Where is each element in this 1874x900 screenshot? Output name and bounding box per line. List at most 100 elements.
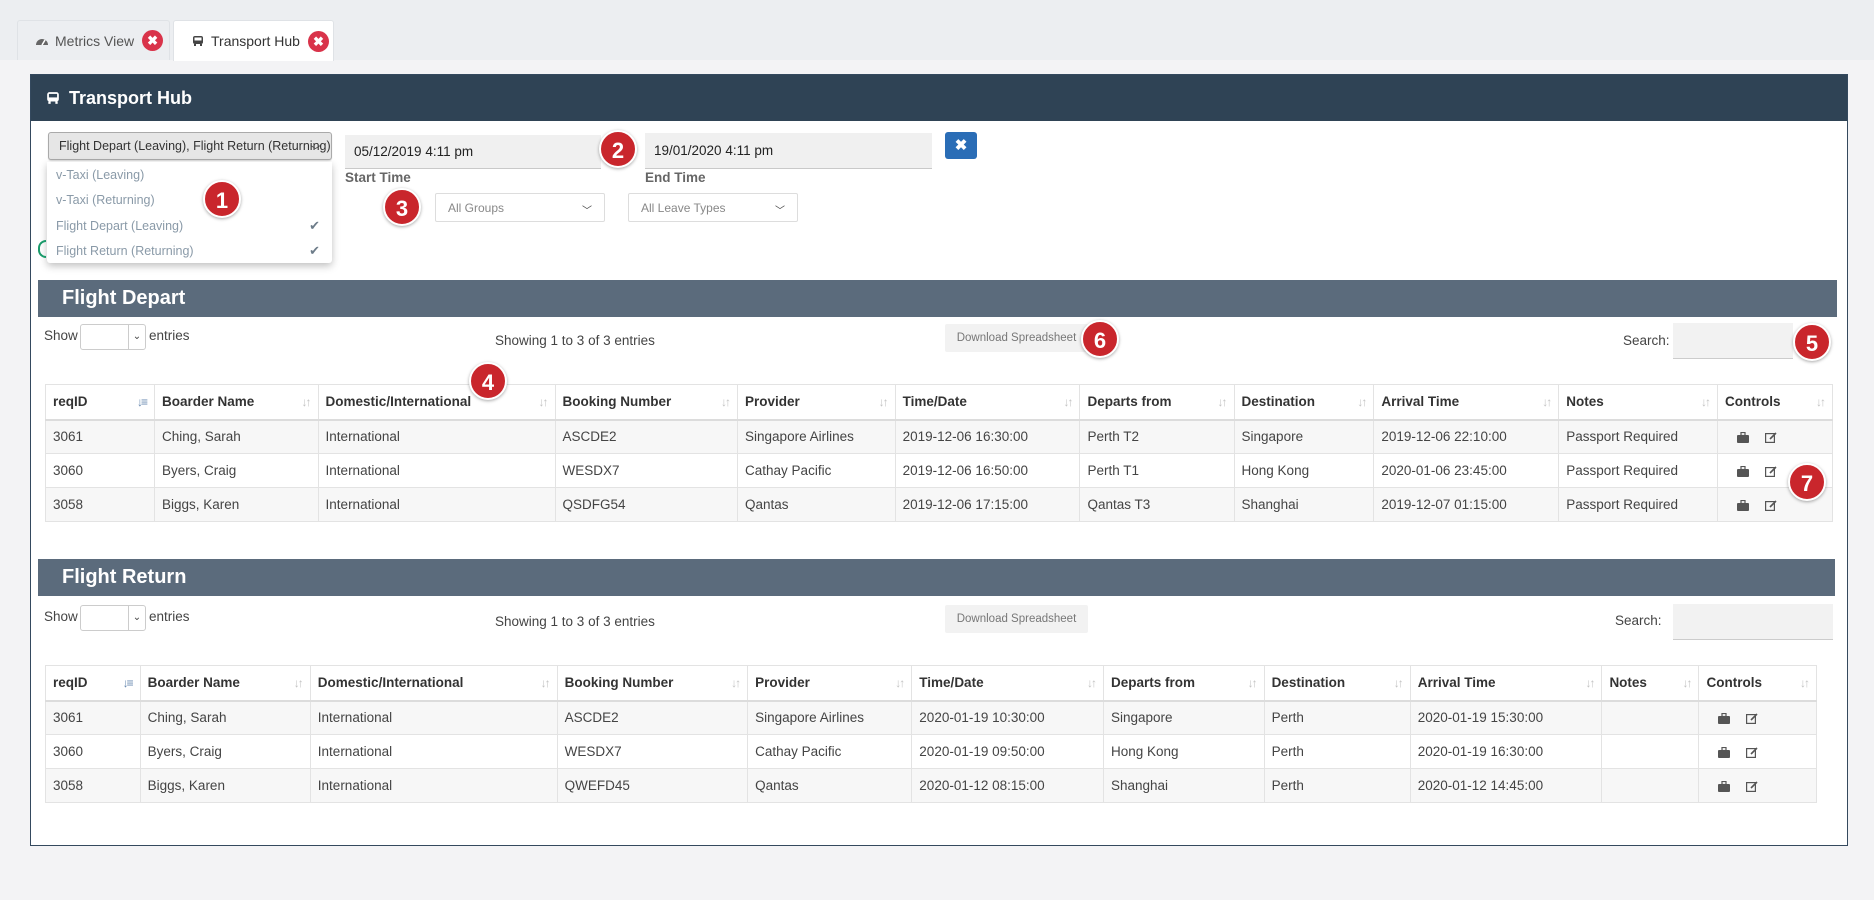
- column-header[interactable]: Arrival Time ↓↑: [1409, 665, 1603, 702]
- clear-dates-button[interactable]: ✖: [945, 132, 977, 159]
- column-header-label: Provider: [755, 675, 810, 691]
- table-cell: 2019-12-06 16:30:00: [894, 419, 1081, 454]
- column-header[interactable]: Arrival Time ↓↑: [1373, 384, 1560, 421]
- leave-types-select[interactable]: All Leave Types ﹀: [628, 193, 798, 222]
- sort-icon[interactable]: ↓↑: [1063, 395, 1073, 409]
- table-cell: Passport Required: [1558, 453, 1718, 488]
- sort-desc-icon[interactable]: ↓≡: [122, 676, 134, 690]
- column-header[interactable]: Destination ↓↑: [1233, 384, 1375, 421]
- column-header[interactable]: Boarder Name ↓↑: [139, 665, 311, 702]
- sort-icon[interactable]: ↓↑: [1217, 395, 1228, 409]
- column-header-label: Arrival Time: [1417, 675, 1496, 691]
- briefcase-icon[interactable]: [1718, 713, 1731, 725]
- search-input[interactable]: [1673, 604, 1833, 640]
- close-icon[interactable]: ✖: [307, 30, 329, 52]
- briefcase-icon[interactable]: [1718, 780, 1731, 792]
- column-header[interactable]: Booking Number ↓↑: [554, 384, 739, 421]
- close-icon[interactable]: ✖: [142, 30, 164, 51]
- sort-icon[interactable]: ↓↑: [1701, 395, 1711, 409]
- sort-icon[interactable]: ↓↑: [895, 676, 905, 690]
- column-header[interactable]: reqID ↓≡: [44, 384, 156, 421]
- edit-icon[interactable]: [1765, 432, 1777, 444]
- download-spreadsheet-button[interactable]: Download Spreadsheet: [945, 324, 1088, 352]
- edit-icon[interactable]: [1746, 747, 1759, 758]
- callout-badge: 7: [1788, 463, 1826, 501]
- sort-icon[interactable]: ↓↑: [301, 395, 312, 409]
- show-label: Show: [44, 609, 78, 624]
- tab-label: Transport Hub: [211, 33, 300, 49]
- table-cell: 2020-01-19 09:50:00: [911, 734, 1104, 769]
- briefcase-icon[interactable]: [1737, 432, 1749, 444]
- search-input[interactable]: [1673, 323, 1793, 359]
- column-header[interactable]: Controls ↓↑: [1717, 384, 1833, 421]
- column-header[interactable]: Provider ↓↑: [747, 665, 913, 702]
- table-cell: 3061: [44, 419, 156, 454]
- briefcase-icon[interactable]: [1737, 499, 1749, 511]
- column-header[interactable]: Provider ↓↑: [737, 384, 896, 421]
- sort-icon[interactable]: ↓↑: [1247, 676, 1258, 690]
- edit-icon[interactable]: [1746, 781, 1759, 792]
- end-time-input[interactable]: 19/01/2020 4:11 pm: [645, 133, 932, 169]
- sort-icon[interactable]: ↓↑: [540, 676, 551, 690]
- column-header-label: Departs from: [1111, 675, 1196, 691]
- groups-select[interactable]: All Groups ﹀: [435, 193, 605, 222]
- sort-icon[interactable]: ↓↑: [1816, 395, 1826, 409]
- column-header[interactable]: Notes ↓↑: [1558, 384, 1718, 421]
- sort-icon[interactable]: ↓↑: [1542, 395, 1552, 409]
- close-icon: ✖: [954, 137, 968, 154]
- column-header[interactable]: Destination ↓↑: [1263, 665, 1411, 702]
- entries-length-select[interactable]: ⌄: [80, 605, 146, 631]
- edit-icon[interactable]: [1765, 500, 1777, 511]
- sort-desc-icon[interactable]: ↓≡: [137, 395, 148, 409]
- dropdown-option[interactable]: Flight Return (Returning) ✔: [47, 238, 332, 264]
- transport-type-select[interactable]: Flight Depart (Leaving), Flight Return (…: [48, 132, 332, 160]
- column-header-label: reqID: [53, 675, 88, 691]
- entries-length-select[interactable]: ⌄: [80, 324, 146, 350]
- sort-icon[interactable]: ↓↑: [1682, 676, 1692, 690]
- sort-icon[interactable]: ↓↑: [721, 395, 731, 409]
- column-header[interactable]: Departs from ↓↑: [1079, 384, 1235, 421]
- sort-icon[interactable]: ↓↑: [1585, 676, 1595, 690]
- table-cell: Biggs, Karen: [139, 768, 311, 803]
- sort-icon[interactable]: ↓↑: [1393, 676, 1404, 690]
- row-controls: [1698, 734, 1817, 769]
- table-cell: 3060: [45, 734, 141, 769]
- column-header[interactable]: Controls ↓↑: [1698, 665, 1817, 702]
- download-spreadsheet-button[interactable]: Download Spreadsheet: [945, 605, 1088, 633]
- table-cell: Byers, Craig: [154, 453, 319, 488]
- flight-depart-table: reqID ↓≡ Boarder Name ↓↑ Domestic/Internatio…: [44, 384, 1833, 522]
- start-time-input[interactable]: 05/12/2019 4:11 pm: [345, 135, 601, 169]
- sort-icon[interactable]: ↓↑: [538, 395, 549, 409]
- dropdown-option[interactable]: v-Taxi (Returning): [47, 187, 332, 213]
- column-header[interactable]: Domestic/International ↓↑: [317, 384, 556, 421]
- column-header[interactable]: Time/Date ↓↑: [911, 665, 1104, 702]
- column-header[interactable]: reqID ↓≡: [45, 665, 141, 702]
- dropdown-option[interactable]: v-Taxi (Leaving): [47, 162, 332, 188]
- dropdown-option[interactable]: Flight Depart (Leaving) ✔: [47, 213, 332, 239]
- tab-metrics-view[interactable]: Metrics View ✖: [17, 20, 170, 60]
- table-cell: Perth: [1263, 734, 1411, 769]
- column-header[interactable]: Notes ↓↑: [1601, 665, 1700, 702]
- callout-badge: 6: [1081, 320, 1119, 358]
- table-cell: Singapore Airlines: [737, 419, 896, 454]
- edit-icon[interactable]: [1765, 466, 1777, 477]
- sort-icon[interactable]: ↓↑: [1800, 676, 1810, 690]
- tab-transport-hub[interactable]: Transport Hub ✖: [173, 20, 334, 61]
- table-cell: International: [317, 487, 556, 522]
- sort-icon[interactable]: ↓↑: [1087, 676, 1097, 690]
- sort-icon[interactable]: ↓↑: [1357, 395, 1367, 409]
- table-cell: International: [317, 453, 556, 488]
- briefcase-icon[interactable]: [1737, 465, 1749, 477]
- column-header[interactable]: Booking Number ↓↑: [556, 665, 749, 702]
- table-cell: Singapore Airlines: [747, 700, 913, 735]
- briefcase-icon[interactable]: [1718, 746, 1731, 758]
- sort-icon[interactable]: ↓↑: [878, 395, 889, 409]
- sort-icon[interactable]: ↓↑: [293, 676, 304, 690]
- edit-icon[interactable]: [1746, 713, 1759, 725]
- column-header[interactable]: Domestic/International ↓↑: [309, 665, 558, 702]
- column-header[interactable]: Departs from ↓↑: [1103, 665, 1265, 702]
- column-header[interactable]: Boarder Name ↓↑: [154, 384, 319, 421]
- sort-icon[interactable]: ↓↑: [731, 676, 741, 690]
- column-header[interactable]: Time/Date ↓↑: [894, 384, 1081, 421]
- transport-type-selected: Flight Depart (Leaving), Flight Return (…: [59, 139, 331, 153]
